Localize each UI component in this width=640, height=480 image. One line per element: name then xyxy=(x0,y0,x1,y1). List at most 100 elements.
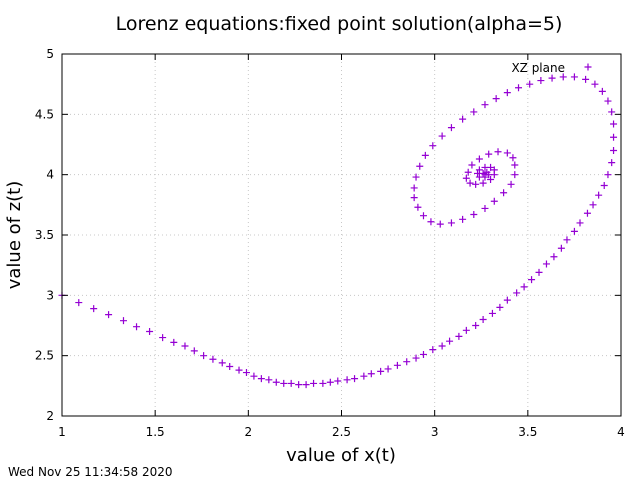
data-point xyxy=(610,133,618,141)
data-point xyxy=(492,95,500,103)
data-point xyxy=(427,218,435,226)
data-point xyxy=(468,161,476,169)
data-point xyxy=(589,201,597,209)
data-point xyxy=(218,359,226,367)
data-point xyxy=(526,80,534,88)
x-tick-label: 1.5 xyxy=(146,425,165,439)
data-point xyxy=(326,378,334,386)
data-point xyxy=(446,337,454,345)
data-point xyxy=(511,171,519,179)
data-point xyxy=(475,166,483,174)
y-tick-labels: 2 2.5 3 3.5 4 4.5 5 xyxy=(35,47,54,423)
data-point xyxy=(200,352,208,360)
y-tick-label: 3 xyxy=(46,288,54,302)
plot-frame xyxy=(61,53,622,417)
data-point xyxy=(410,184,418,192)
data-point xyxy=(280,379,288,387)
data-point xyxy=(503,89,511,97)
y-tick-label: 4.5 xyxy=(35,107,54,121)
data-point xyxy=(75,299,83,307)
data-point xyxy=(490,197,498,205)
data-point xyxy=(570,227,578,235)
data-point xyxy=(548,74,556,82)
data-point xyxy=(302,381,310,389)
y-tick-label: 2.5 xyxy=(35,349,54,363)
data-point xyxy=(472,180,480,188)
data-point xyxy=(563,236,571,244)
data-point xyxy=(410,194,418,202)
data-point xyxy=(570,73,578,81)
data-point xyxy=(472,322,480,329)
data-point xyxy=(429,346,437,354)
data-point xyxy=(509,154,517,162)
data-point xyxy=(459,115,467,123)
legend-label: XZ plane xyxy=(511,61,565,75)
data-point xyxy=(455,332,463,340)
data-point xyxy=(393,361,401,369)
data-point xyxy=(459,215,467,223)
x-tick-label: 2.5 xyxy=(332,425,351,439)
data-point xyxy=(447,219,455,227)
data-point xyxy=(419,212,427,220)
x-tick-label: 2 xyxy=(245,425,253,439)
data-point xyxy=(412,354,420,362)
data-point xyxy=(287,379,295,387)
data-point xyxy=(334,377,342,385)
data-point xyxy=(485,150,493,158)
data-point xyxy=(209,355,217,363)
y-tick-label: 2 xyxy=(46,409,54,423)
data-point xyxy=(576,219,584,227)
data-point xyxy=(500,189,508,197)
data-point xyxy=(608,108,616,116)
data-point xyxy=(507,180,515,188)
data-point xyxy=(535,268,543,276)
data-point xyxy=(403,358,411,366)
data-point xyxy=(235,366,243,374)
data-point xyxy=(170,338,178,346)
data-point xyxy=(367,370,375,378)
data-point xyxy=(470,210,478,218)
data-point xyxy=(557,244,565,252)
data-point xyxy=(105,311,113,319)
data-point xyxy=(520,283,528,291)
data-point xyxy=(159,334,167,342)
chart-title: Lorenz equations:fixed point solution(al… xyxy=(116,13,563,35)
data-point xyxy=(488,309,496,317)
data-point xyxy=(310,379,318,387)
data-point xyxy=(487,175,495,183)
data-point xyxy=(384,365,392,373)
data-point xyxy=(481,171,489,179)
data-point xyxy=(511,161,519,169)
data-point xyxy=(90,305,98,313)
data-point xyxy=(608,159,616,167)
data-point xyxy=(412,173,420,181)
data-point xyxy=(466,179,474,187)
series-xz-plane xyxy=(58,73,618,389)
data-point xyxy=(265,376,273,384)
x-tick-label: 4 xyxy=(617,425,625,439)
data-point xyxy=(146,328,154,336)
data-point xyxy=(494,148,502,156)
data-point xyxy=(436,220,444,228)
data-point xyxy=(250,372,258,380)
data-point xyxy=(464,168,472,176)
data-point xyxy=(598,87,606,95)
data-point xyxy=(475,155,483,163)
data-point xyxy=(503,296,511,304)
data-point xyxy=(481,101,489,109)
data-point xyxy=(513,289,521,297)
y-tick-label: 3.5 xyxy=(35,228,54,242)
data-point xyxy=(542,260,550,268)
x-tick-label: 3.5 xyxy=(518,425,537,439)
data-point xyxy=(583,209,591,217)
data-point xyxy=(119,317,127,325)
data-point xyxy=(319,379,327,387)
data-point xyxy=(595,191,603,199)
legend-marker-symbol xyxy=(584,63,592,71)
data-point xyxy=(181,342,189,350)
data-point xyxy=(515,84,523,92)
grid xyxy=(61,53,622,417)
data-point xyxy=(419,350,427,358)
data-point xyxy=(481,204,489,212)
